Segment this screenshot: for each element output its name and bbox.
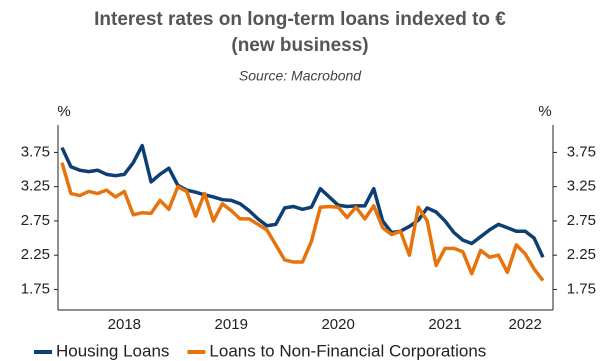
y-axis-label: % — [57, 103, 70, 120]
y2-tick-label: 3.25 — [567, 178, 596, 195]
y2-tick-label: 1.75 — [567, 280, 596, 297]
y2-tick-label: 2.25 — [567, 246, 596, 263]
chart-title: Interest rates on long-term loans indexe… — [94, 9, 506, 30]
x-tick-label: 2020 — [321, 316, 354, 333]
x-tick-label: 2021 — [428, 316, 461, 333]
y-tick-label: 1.75 — [21, 280, 50, 297]
y-tick-label: 2.75 — [21, 212, 50, 229]
legend-label: Loans to Non-Financial Corporations — [209, 341, 486, 360]
chart-subtitle: Source: Macrobond — [239, 68, 362, 84]
x-tick-label: 2019 — [215, 316, 248, 333]
line-series — [60, 162, 545, 282]
y-tick-label: 2.25 — [21, 246, 50, 263]
x-tick-label: 2022 — [508, 316, 541, 333]
y2-tick-label: 2.75 — [567, 212, 596, 229]
line-series — [60, 143, 545, 258]
y-tick-label: 3.25 — [21, 178, 50, 195]
y2-tick-label: 3.75 — [567, 143, 596, 160]
y2-axis-label: % — [538, 103, 551, 120]
legend-label: Housing Loans — [56, 341, 169, 360]
x-tick-label: 2018 — [108, 316, 141, 333]
chart-title: (new business) — [231, 35, 368, 56]
y-tick-label: 3.75 — [21, 143, 50, 160]
